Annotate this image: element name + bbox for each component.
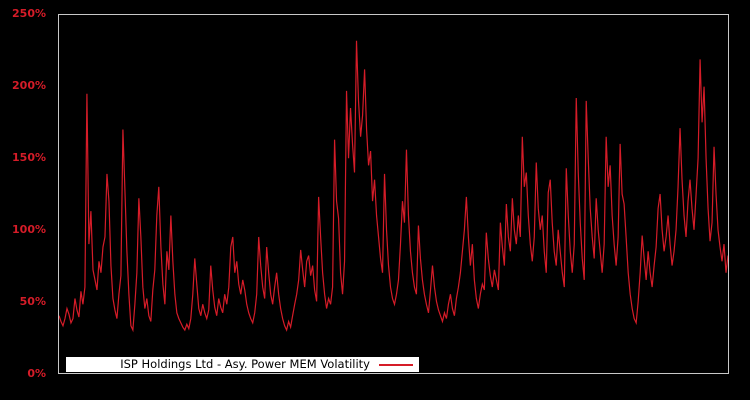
y-axis-tick-label: 150%: [12, 151, 46, 164]
plot-area: [58, 14, 729, 374]
y-axis-tick-label: 100%: [12, 223, 46, 236]
volatility-line: [59, 40, 728, 333]
legend-line-swatch-icon: [379, 363, 413, 366]
plot-svg: [59, 40, 728, 333]
y-axis-tick-label: 50%: [19, 295, 46, 308]
y-axis-tick-label: 200%: [12, 79, 46, 92]
y-axis-tick-label: 250%: [12, 7, 46, 20]
y-axis: 250% 200% 150% 100% 50% 0%: [0, 0, 52, 400]
y-axis-tick-label: 0%: [27, 367, 46, 380]
legend-label: ISP Holdings Ltd - Asy. Power MEM Volati…: [120, 357, 370, 371]
legend: ISP Holdings Ltd - Asy. Power MEM Volati…: [66, 357, 419, 372]
